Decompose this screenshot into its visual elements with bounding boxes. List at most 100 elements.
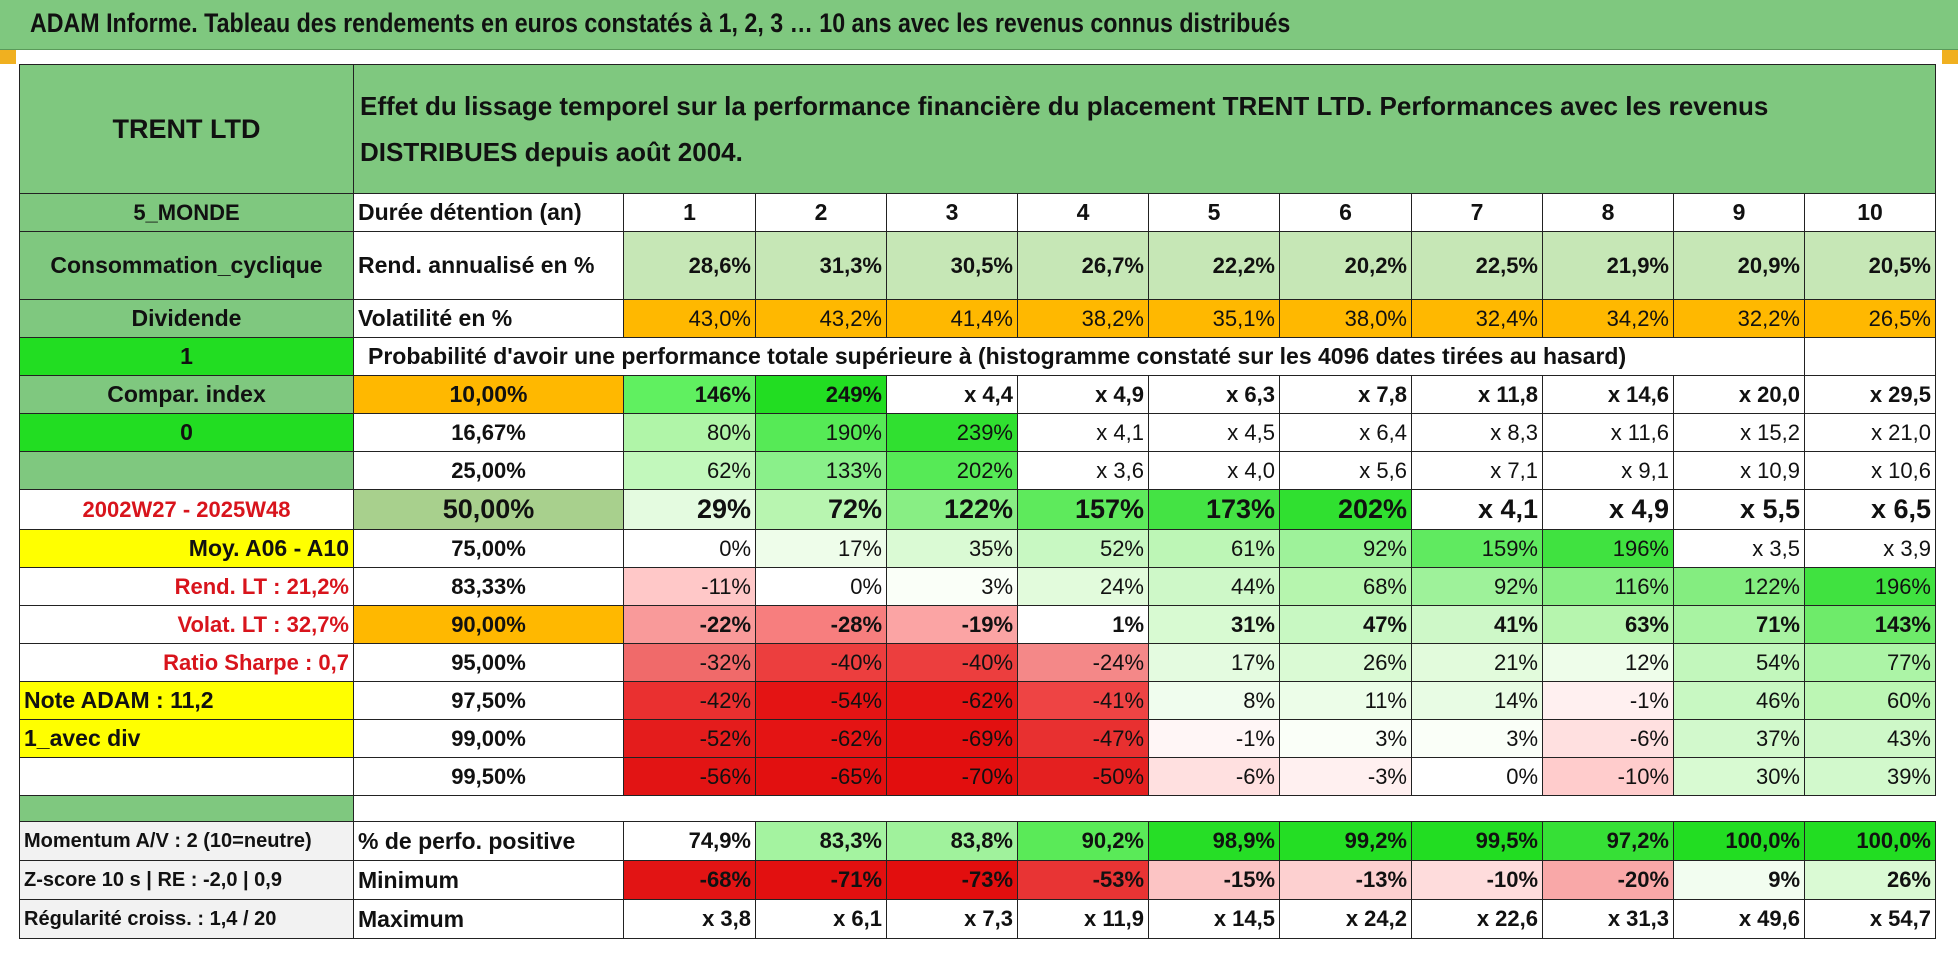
rend-cell: 26,7% (1017, 231, 1149, 300)
prob-row: Rend. LT : 21,2% 83,33% -11% 0% 3% 24% 4… (19, 567, 1936, 606)
positive-cell: 100,0% (1804, 821, 1936, 861)
positive-cell: 100,0% (1673, 821, 1805, 861)
prob-cell: 68% (1279, 567, 1412, 606)
prob-cell: 239% (886, 413, 1018, 452)
prob-cell: -65% (755, 757, 887, 796)
report-title-bar: ADAM Informe. Tableau des rendements en … (0, 0, 1958, 50)
prob-cell: 0% (1411, 757, 1543, 796)
prob-cell: x 7,8 (1279, 375, 1412, 414)
prob-cell: 190% (755, 413, 887, 452)
compar-label: Compar. index (19, 375, 354, 414)
rend-label: Rend. annualisé en % (353, 231, 624, 300)
minimum-cell: -20% (1542, 860, 1674, 900)
vol-cell: 35,1% (1148, 299, 1280, 338)
pct-label: 97,50% (353, 681, 624, 720)
prob-cell: -40% (755, 643, 887, 682)
prob-cell: x 29,5 (1804, 375, 1936, 414)
prob-cell: -41% (1017, 681, 1149, 720)
spacer-row (19, 795, 1936, 822)
prob-cell: 24% (1017, 567, 1149, 606)
positive-label: % de perfo. positive (353, 821, 624, 861)
prob-cell: x 3,6 (1017, 451, 1149, 490)
year-header: 7 (1411, 193, 1543, 232)
sector-label: Consommation_cyclique (19, 231, 354, 300)
year-header: 5 (1148, 193, 1280, 232)
rend-cell: 30,5% (886, 231, 1018, 300)
performance-table: TRENT LTD Effet du lissage temporel sur … (19, 64, 1936, 939)
prob-cell: 92% (1279, 529, 1412, 568)
positive-cell: 83,8% (886, 821, 1018, 861)
prob-cell: 54% (1673, 643, 1805, 682)
prob-cell: 11% (1279, 681, 1412, 720)
prob-cell: 116% (1542, 567, 1674, 606)
prob-cell: x 5,6 (1279, 451, 1412, 490)
year-header: 9 (1673, 193, 1805, 232)
prob-cell: x 6,4 (1279, 413, 1412, 452)
prob-cell: 71% (1673, 605, 1805, 644)
maximum-cell: x 6,1 (755, 899, 887, 939)
type-label: Dividende (19, 299, 354, 338)
rend-cell: 22,2% (1148, 231, 1280, 300)
prob-row: Compar. index 10,00% 146% 249% x 4,4 x 4… (19, 375, 1936, 414)
minimum-cell: -10% (1411, 860, 1543, 900)
positive-cell: 74,9% (623, 821, 756, 861)
minimum-cell: 9% (1673, 860, 1805, 900)
prob-title: Probabilité d'avoir une performance tota… (353, 337, 1674, 376)
prob-cell: x 4,1 (1017, 413, 1149, 452)
prob-cell: x 4,5 (1148, 413, 1280, 452)
minimum-row: Z-score 10 s | RE : -2,0 | 0,9 Minimum -… (19, 860, 1936, 900)
prob-cell: -3% (1279, 757, 1412, 796)
positive-cell: 99,5% (1411, 821, 1543, 861)
maximum-row: Régularité croiss. : 1,4 / 20 Maximum x … (19, 899, 1936, 939)
pct-label: 99,00% (353, 719, 624, 758)
year-header: 3 (886, 193, 1018, 232)
prob-cell: 29% (623, 489, 756, 530)
positive-cell: 97,2% (1542, 821, 1674, 861)
minimum-cell: -73% (886, 860, 1018, 900)
maximum-cell: x 11,9 (1017, 899, 1149, 939)
prob-cell: 0% (623, 529, 756, 568)
prob-cell: 202% (1279, 489, 1412, 530)
prob-cell: -22% (623, 605, 756, 644)
regularite-label: Régularité croiss. : 1,4 / 20 (19, 899, 354, 939)
prob-cell: x 11,6 (1542, 413, 1674, 452)
spacer-green (19, 795, 354, 822)
prob-cell: 37% (1673, 719, 1805, 758)
prob-cell: 44% (1148, 567, 1280, 606)
vol-cell: 34,2% (1542, 299, 1674, 338)
prob-cell: -40% (886, 643, 1018, 682)
prob-cell: 47% (1279, 605, 1412, 644)
flag-zero: 0 (19, 413, 354, 452)
rend-row: Consommation_cyclique Rend. annualisé en… (19, 231, 1936, 300)
prob-cell: 43% (1804, 719, 1936, 758)
volat-lt-label: Volat. LT : 32,7% (19, 605, 354, 644)
prob-row: Moy. A06 - A10 75,00% 0% 17% 35% 52% 61%… (19, 529, 1936, 568)
maximum-cell: x 7,3 (886, 899, 1018, 939)
pct-label: 25,00% (353, 451, 624, 490)
prob-cell: 249% (755, 375, 887, 414)
prob-cell: 0% (755, 567, 887, 606)
maximum-label: Maximum (353, 899, 624, 939)
blank-cell (1673, 337, 1805, 376)
rend-cell: 20,5% (1804, 231, 1936, 300)
prob-cell: 39% (1804, 757, 1936, 796)
rend-lt-label: Rend. LT : 21,2% (19, 567, 354, 606)
vol-cell: 32,2% (1673, 299, 1805, 338)
pct-label: 16,67% (353, 413, 624, 452)
pct-label: 90,00% (353, 605, 624, 644)
prob-cell: 77% (1804, 643, 1936, 682)
prob-cell: 62% (623, 451, 756, 490)
prob-cell: 146% (623, 375, 756, 414)
prob-row: Note ADAM : 11,2 97,50% -42% -54% -62% -… (19, 681, 1936, 720)
prob-cell: -6% (1542, 719, 1674, 758)
prob-cell: 122% (1673, 567, 1805, 606)
prob-row: 99,50% -56% -65% -70% -50% -6% -3% 0% -1… (19, 757, 1936, 796)
prob-cell: -62% (755, 719, 887, 758)
description: Effet du lissage temporel sur la perform… (353, 64, 1936, 194)
prob-cell: -19% (886, 605, 1018, 644)
prob-title-row: 1 Probabilité d'avoir une performance to… (19, 337, 1936, 376)
vol-cell: 26,5% (1804, 299, 1936, 338)
asset-name: TRENT LTD (19, 64, 354, 194)
prob-cell: x 6,5 (1804, 489, 1936, 530)
positive-cell: 90,2% (1017, 821, 1149, 861)
